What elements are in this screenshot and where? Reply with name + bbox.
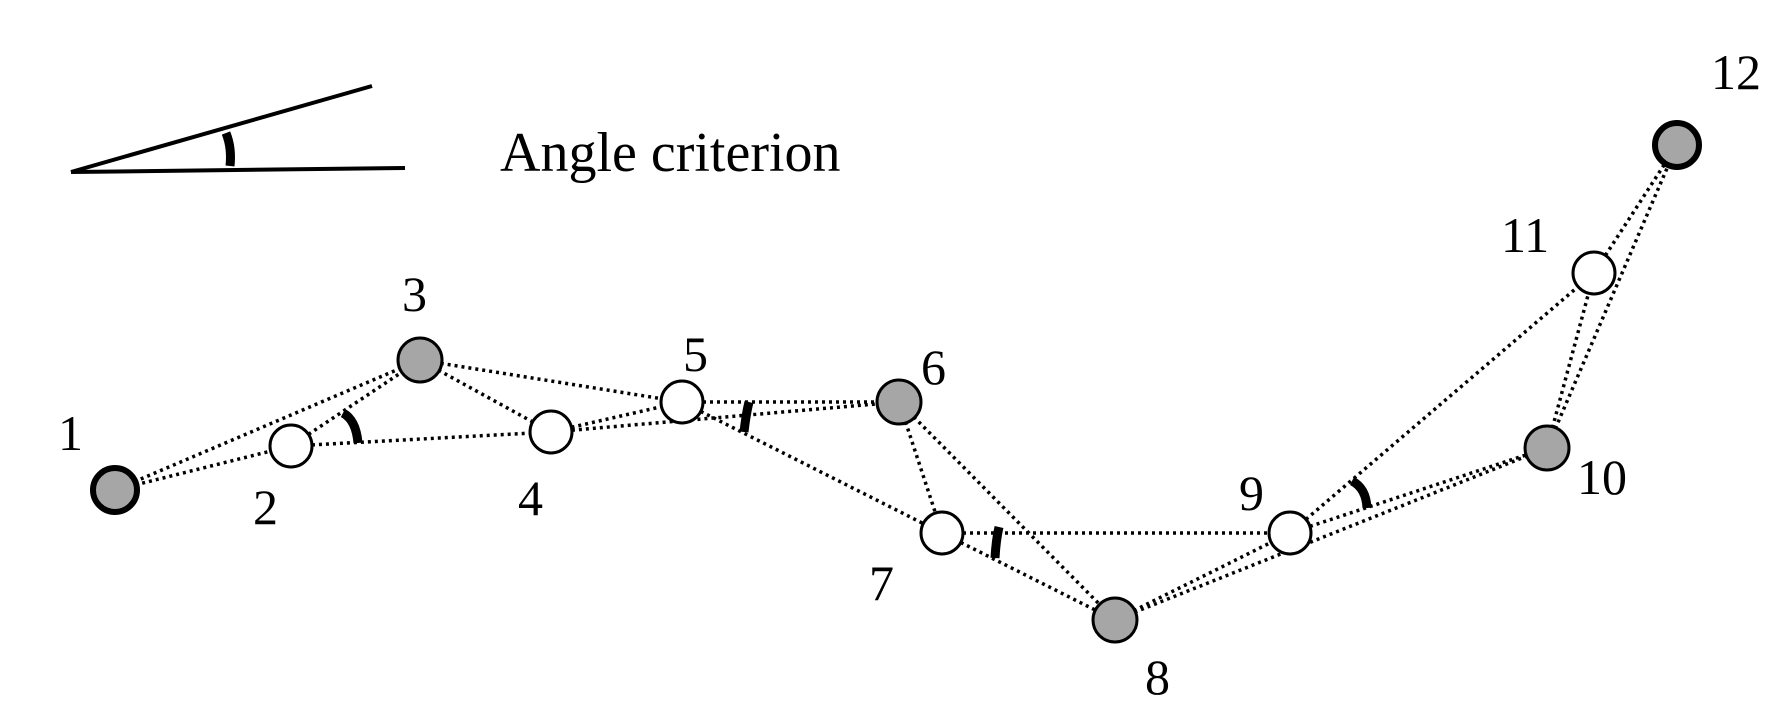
edge-2-4 xyxy=(291,432,551,446)
node-label-11: 11 xyxy=(1501,207,1549,263)
legend-angle-symbol xyxy=(71,86,405,172)
node-label-12: 12 xyxy=(1711,44,1761,100)
nodes xyxy=(93,123,1699,642)
edge-7-8 xyxy=(942,533,1115,620)
edge-1-3 xyxy=(115,360,420,490)
edge-9-11 xyxy=(1290,273,1594,533)
angle-marker-at-9 xyxy=(1352,481,1367,508)
node-label-6: 6 xyxy=(921,339,946,395)
node-label-1: 1 xyxy=(58,405,83,461)
legend-angle-upper-ray xyxy=(71,86,372,172)
node-5 xyxy=(661,381,703,423)
node-8 xyxy=(1093,598,1137,642)
edge-4-6 xyxy=(551,402,899,432)
node-label-7: 7 xyxy=(869,555,894,611)
node-2 xyxy=(270,425,312,467)
edge-8-10 xyxy=(1115,448,1547,620)
edge-10-11 xyxy=(1547,273,1594,448)
node-label-8: 8 xyxy=(1145,649,1170,705)
node-4 xyxy=(530,411,572,453)
node-1 xyxy=(93,468,137,512)
node-label-10: 10 xyxy=(1577,449,1627,505)
node-7 xyxy=(921,512,963,554)
node-12 xyxy=(1655,123,1699,167)
node-10 xyxy=(1525,426,1569,470)
node-label-9: 9 xyxy=(1239,465,1264,521)
angle-marker-at-2 xyxy=(343,413,358,443)
node-11 xyxy=(1573,252,1615,294)
angle-marker-at-7 xyxy=(995,527,999,558)
node-6 xyxy=(877,380,921,424)
angle-markers xyxy=(343,402,1367,558)
legend-title: Angle criterion xyxy=(500,122,841,184)
node-9 xyxy=(1269,512,1311,554)
legend-angle-arc xyxy=(226,133,231,166)
node-label-5: 5 xyxy=(683,326,708,382)
node-label-4: 4 xyxy=(518,470,543,526)
node-labels: 1 2 3 4 5 6 7 8 9 10 11 12 xyxy=(58,44,1761,705)
edge-8-9 xyxy=(1115,533,1290,620)
node-label-3: 3 xyxy=(402,266,427,322)
edge-6-8 xyxy=(899,402,1115,620)
edge-10-12 xyxy=(1547,145,1677,448)
legend-angle-lower-ray xyxy=(71,168,405,172)
edge-9-10 xyxy=(1290,448,1547,533)
node-label-2: 2 xyxy=(253,479,278,535)
node-3 xyxy=(398,338,442,382)
angle-marker-at-5 xyxy=(744,402,749,432)
